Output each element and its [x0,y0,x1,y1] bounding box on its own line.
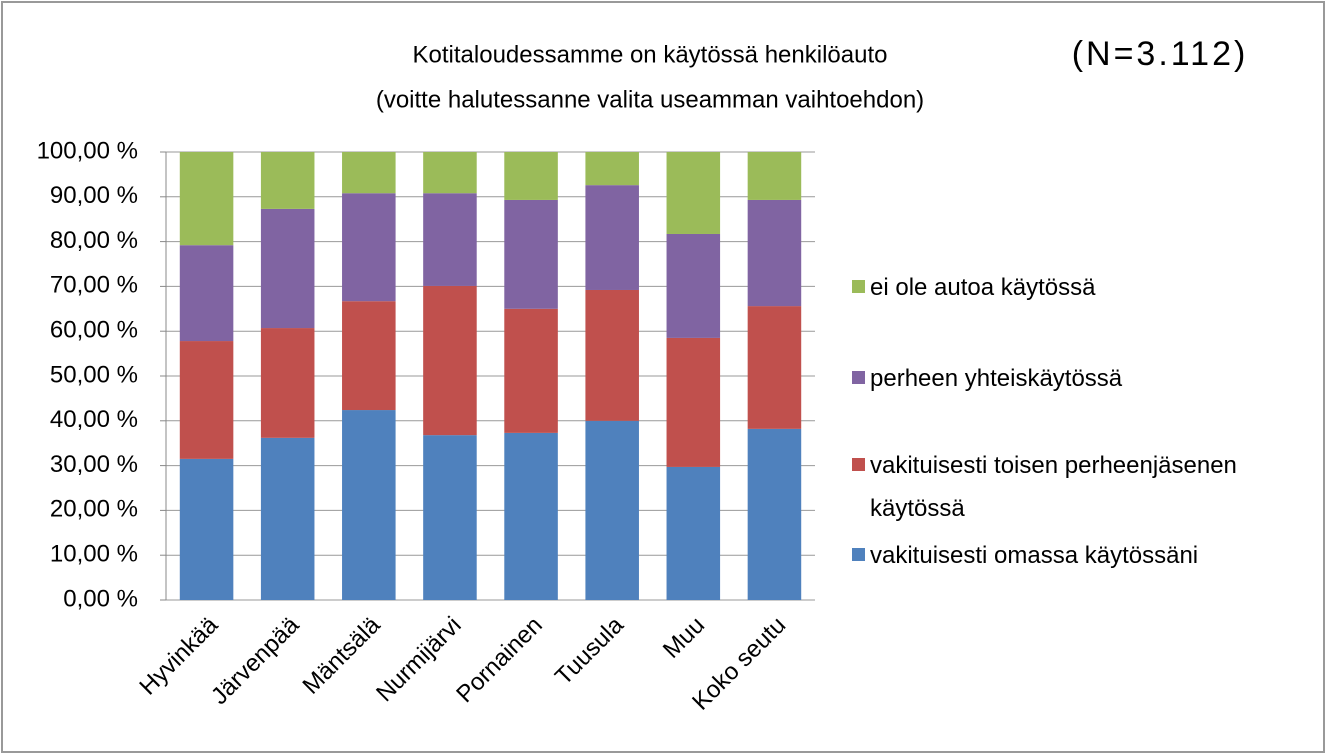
legend-swatch [852,280,865,293]
legend-label: vakituisesti omassa käytössäni [870,542,1199,569]
bar-segment [747,306,802,429]
legend-label: vakituisesti toisen perheenjäsenen käytö… [870,452,1237,522]
bar-segment [179,152,234,246]
legend-label: ei ole autoa käytössä [870,274,1096,301]
y-tick-label: 0,00 % [63,585,138,612]
bar-segment [747,199,802,307]
bar-segment [179,458,234,600]
y-tick-label: 90,00 % [50,182,138,209]
chart-title: Kotitaloudessamme on käytössä henkilöaut… [413,41,888,68]
bar-segment [423,193,477,286]
y-tick-label: 70,00 % [50,272,138,299]
legend-item: vakituisesti toisen perheenjäsenen käytö… [852,444,1270,530]
bar-segment [260,152,315,209]
bar-segment [342,152,396,194]
legend-item: perheen yhteiskäytössä [852,357,1270,400]
bar-segment [342,193,396,302]
bar-segment [504,432,558,600]
y-tick-label: 30,00 % [50,451,138,478]
bar-segment [666,466,721,600]
y-tick-label: 60,00 % [50,317,138,344]
bar-segment [260,437,315,600]
y-tick-label: 40,00 % [50,406,138,433]
y-tick-label: 50,00 % [50,361,138,388]
bar-segment [342,301,396,411]
legend-item: ei ole autoa käytössä [852,266,1270,309]
bar-segment [342,410,396,600]
legend-item: vakituisesti omassa käytössäni [852,534,1270,577]
annotation: (N=3.112) [1072,35,1249,73]
bar-segment [747,428,802,600]
bar-segment [747,152,802,200]
bar-segment [585,152,639,186]
bar-segment [504,199,558,309]
legend-swatch [852,548,865,561]
bar-segment [179,341,234,459]
bar-segment [260,208,315,329]
y-tick-label: 10,00 % [50,541,138,568]
bar-segment [666,337,721,467]
chart-subtitle: (voitte halutessanne valita useamman vai… [376,86,924,113]
bar-segment [504,308,558,433]
bar-segment [585,420,639,600]
legend-swatch [852,371,865,384]
bar-segment [666,233,721,338]
bar-segment [423,152,477,194]
bar-segment [179,245,234,342]
legend-swatch [852,458,865,471]
bar-segment [666,152,721,234]
bar-segment [585,289,639,421]
bar-segment [504,152,558,200]
legend-label: perheen yhteiskäytössä [870,365,1123,392]
bar-segment [423,435,477,600]
bar-segment [585,185,639,290]
bar-segment [423,285,477,436]
y-tick-label: 100,00 % [37,137,138,164]
y-tick-label: 80,00 % [50,227,138,254]
bar-segment [260,328,315,438]
y-tick-label: 20,00 % [50,496,138,523]
